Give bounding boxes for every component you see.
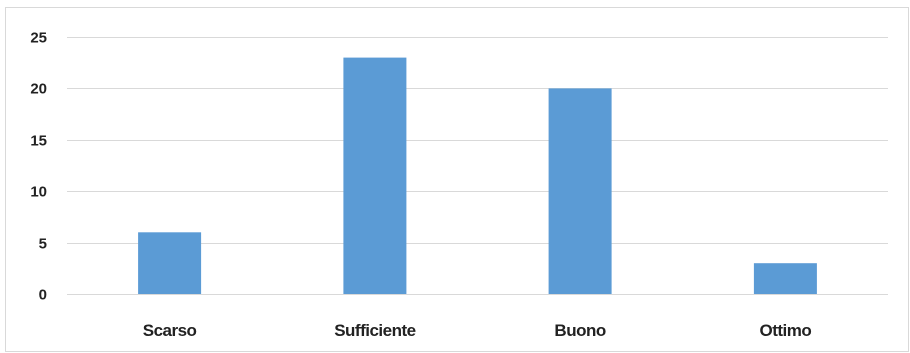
- x-tick-label-scarso: Scarso: [143, 321, 197, 340]
- bar-sufficiente: [343, 57, 407, 294]
- y-tick-label: 15: [30, 133, 47, 150]
- y-tick-label: 5: [39, 236, 47, 253]
- bar-buono: [548, 88, 612, 295]
- x-tick-label-buono: Buono: [554, 321, 605, 340]
- bar-ottimo: [753, 263, 817, 294]
- bar-scarso: [138, 232, 202, 294]
- y-tick-label: 25: [30, 30, 47, 47]
- y-axis-ticks: 0 5 10 15 20 25: [30, 30, 47, 304]
- x-axis-ticks: Scarso Sufficiente Buono Ottimo: [143, 321, 812, 340]
- y-tick-label: 10: [30, 184, 47, 201]
- gridlines: [67, 37, 888, 295]
- x-tick-label-ottimo: Ottimo: [760, 321, 812, 340]
- y-tick-label: 20: [30, 81, 47, 98]
- bars: [138, 57, 817, 295]
- y-tick-label: 0: [39, 287, 47, 304]
- x-tick-label-sufficiente: Sufficiente: [334, 321, 415, 340]
